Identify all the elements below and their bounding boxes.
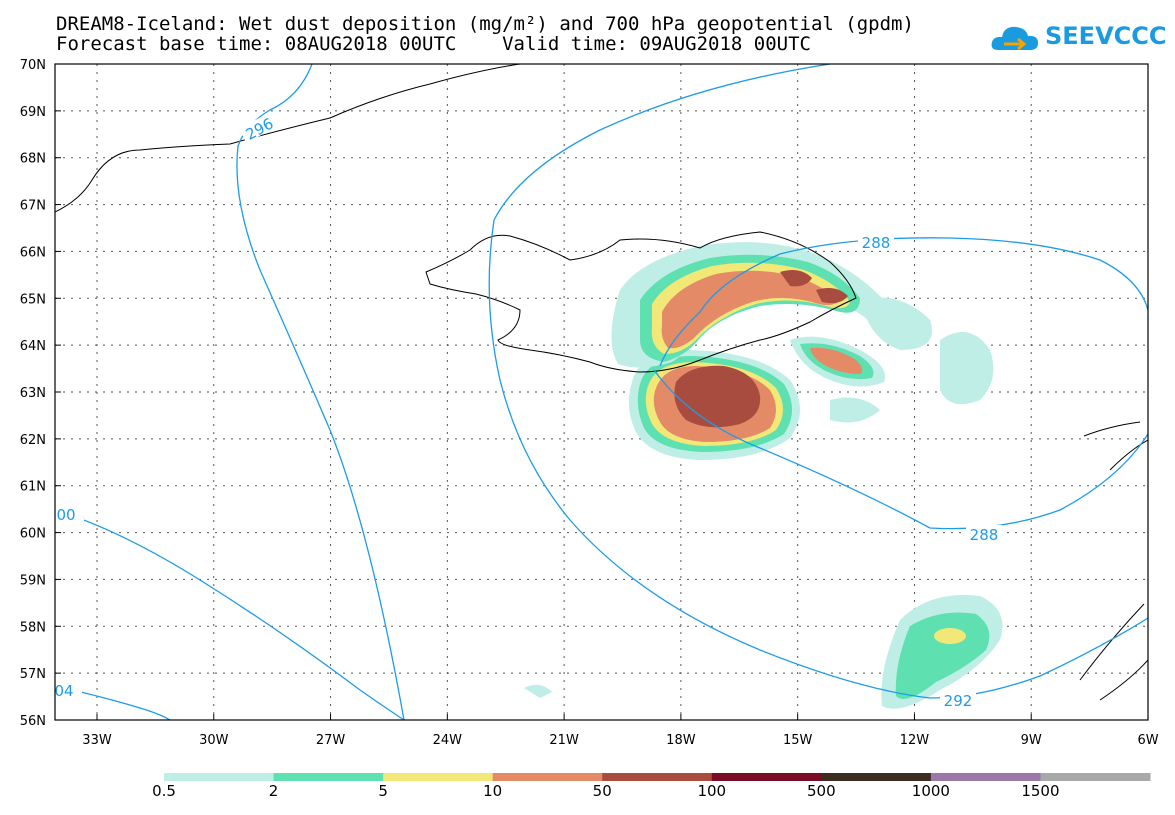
lon-label: 33W <box>82 733 112 748</box>
lat-label: 64N <box>20 339 46 354</box>
contour-label: 292 <box>944 692 973 710</box>
lat-label: 70N <box>20 58 46 73</box>
lon-label: 18W <box>666 733 696 748</box>
colorbar-swatch <box>164 773 275 781</box>
colorbar-swatch <box>821 773 932 781</box>
lat-label: 65N <box>20 292 46 307</box>
colorbar-swatch <box>383 773 494 781</box>
map-title: DREAM8-Iceland: Wet dust deposition (mg/… <box>56 13 914 35</box>
colorbar-label: 10 <box>483 782 503 800</box>
lon-label: 21W <box>549 733 579 748</box>
colorbar-swatch <box>492 773 603 781</box>
logo-text: SEEVCCC <box>1045 22 1167 50</box>
map-subtitle: Forecast base time: 08AUG2018 00UTC Vali… <box>56 33 811 55</box>
lat-label: 66N <box>20 245 46 260</box>
colorbar-label: 100 <box>697 782 727 800</box>
contour-label: 00 <box>56 506 75 524</box>
lon-label: 12W <box>900 733 930 748</box>
lon-label: 30W <box>199 733 229 748</box>
lat-label: 68N <box>20 152 46 167</box>
colorbar-swatch <box>602 773 713 781</box>
colorbar-swatch <box>273 773 384 781</box>
colorbar-label: 500 <box>807 782 836 800</box>
lon-label: 6W <box>1137 733 1158 748</box>
colorbar-label: 1000 <box>911 782 950 800</box>
lat-label: 62N <box>20 433 46 448</box>
lat-label: 60N <box>20 527 46 542</box>
lat-label: 69N <box>20 105 46 120</box>
lon-label: 15W <box>783 733 813 748</box>
dust-blob-south <box>628 350 800 460</box>
dust-band-north <box>611 242 894 368</box>
lat-label: 63N <box>20 386 46 401</box>
colorbar-label: 2 <box>268 782 279 800</box>
colorbar-swatch <box>711 773 822 781</box>
dust-blob-southeast <box>524 595 1003 709</box>
lat-label: 58N <box>20 620 46 635</box>
lon-label: 24W <box>433 733 463 748</box>
lat-label: 56N <box>20 714 46 729</box>
lon-label: 9W <box>1021 733 1042 748</box>
colorbar-label: 5 <box>378 782 388 800</box>
geopotential-contours <box>55 64 1148 720</box>
colorbar-swatch <box>930 773 1041 781</box>
contour-label: 288 <box>862 234 891 252</box>
cloud-icon <box>991 26 1038 51</box>
lat-label: 59N <box>20 573 46 588</box>
colorbar-label: 0.5 <box>152 782 176 800</box>
lat-label: 67N <box>20 199 46 214</box>
contour-label: 04 <box>54 682 73 700</box>
colorbar-label: 1500 <box>1021 782 1060 800</box>
lat-label: 57N <box>20 667 46 682</box>
lat-label: 61N <box>20 480 46 495</box>
contour-label: 288 <box>970 526 999 544</box>
lon-label: 27W <box>316 733 346 748</box>
colorbar-label: 50 <box>592 782 612 800</box>
colorbar-swatch <box>1040 773 1151 781</box>
colorbar <box>164 773 1151 781</box>
dust-patches-east <box>790 297 994 423</box>
